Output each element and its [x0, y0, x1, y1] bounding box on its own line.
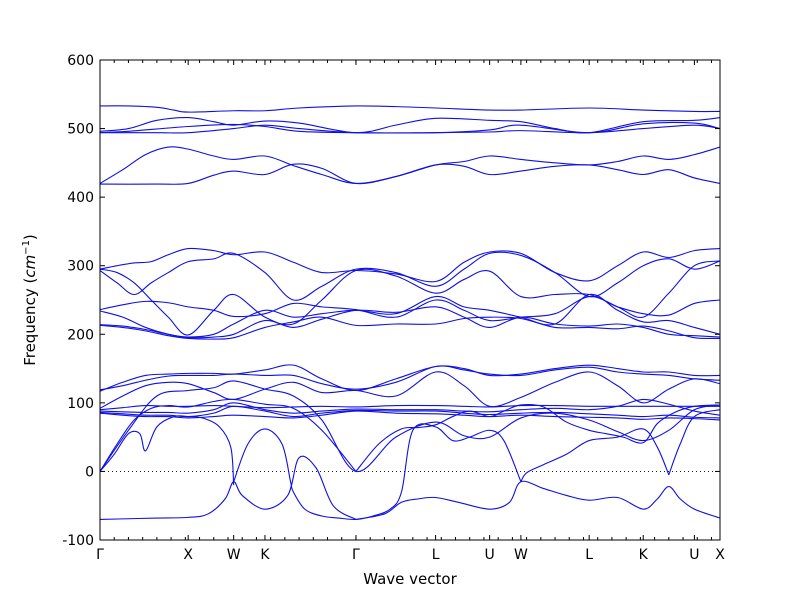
- y-axis-title-close: ): [21, 234, 39, 240]
- band-line-17: [100, 404, 720, 411]
- band-line-15: [100, 365, 720, 391]
- y-tick-label-600: 600: [67, 53, 94, 69]
- band-line-4: [100, 121, 720, 134]
- x-tick-label-11: U: [689, 547, 699, 563]
- plot-frame: [99, 59, 721, 541]
- band-line-18: [100, 398, 720, 416]
- x-tick-label-9: L: [585, 547, 593, 563]
- band-line-16: [100, 371, 720, 409]
- band-line-25: [100, 455, 357, 520]
- band-lines: [100, 105, 720, 521]
- band-line-2: [100, 117, 720, 134]
- x-tick-label-5: Γ: [352, 547, 360, 563]
- y-tick-label-0: 0: [85, 464, 94, 480]
- y-axis-title-text: Frequency (: [21, 278, 39, 366]
- band-line-13: [100, 316, 720, 340]
- band-line-8: [100, 251, 720, 301]
- band-line-29: [668, 409, 720, 476]
- x-tick-label-7: U: [485, 547, 495, 563]
- y-axis-title-exponent: −1: [21, 240, 32, 255]
- x-tick-label-2: X: [183, 547, 193, 563]
- band-line-6: [100, 163, 720, 185]
- band-line-20: [100, 410, 720, 421]
- x-tick-label-1: Γ: [96, 547, 104, 563]
- band-line-10: [100, 296, 720, 322]
- band-line-11: [100, 293, 720, 338]
- band-line-23: [100, 380, 720, 472]
- x-tick-label-6: L: [432, 547, 440, 563]
- band-line-22: [355, 403, 720, 472]
- y-tick-label-100: 100: [67, 396, 94, 412]
- x-tick-label-10: K: [639, 547, 649, 563]
- y-axis-ticks: -100 0 100 200 300 400 500 600: [62, 53, 720, 549]
- band-line-24: [100, 415, 235, 486]
- band-line-5: [100, 146, 720, 184]
- y-tick-label-500: 500: [67, 122, 94, 138]
- band-line-12: [100, 306, 720, 339]
- x-tick-label-12: X: [715, 547, 725, 563]
- y-axis-title-unit: cm: [21, 255, 39, 278]
- band-line-28: [520, 428, 670, 483]
- band-line-21: [100, 398, 357, 472]
- x-tick-label-4: K: [260, 547, 270, 563]
- y-tick-label-200: 200: [67, 327, 94, 343]
- band-line-7: [100, 247, 720, 283]
- band-line-14: [100, 364, 720, 392]
- y-tick-label--100: -100: [62, 533, 94, 549]
- y-tick-label-300: 300: [67, 259, 94, 275]
- y-tick-label-400: 400: [67, 190, 94, 206]
- band-line-27: [355, 480, 720, 520]
- x-axis-title: Wave vector: [363, 570, 457, 588]
- band-line-1: [100, 105, 720, 113]
- y-axis-title: Frequency (cm−1): [21, 234, 39, 366]
- x-tick-label-8: W: [514, 547, 528, 563]
- x-tick-label-3: W: [227, 547, 241, 563]
